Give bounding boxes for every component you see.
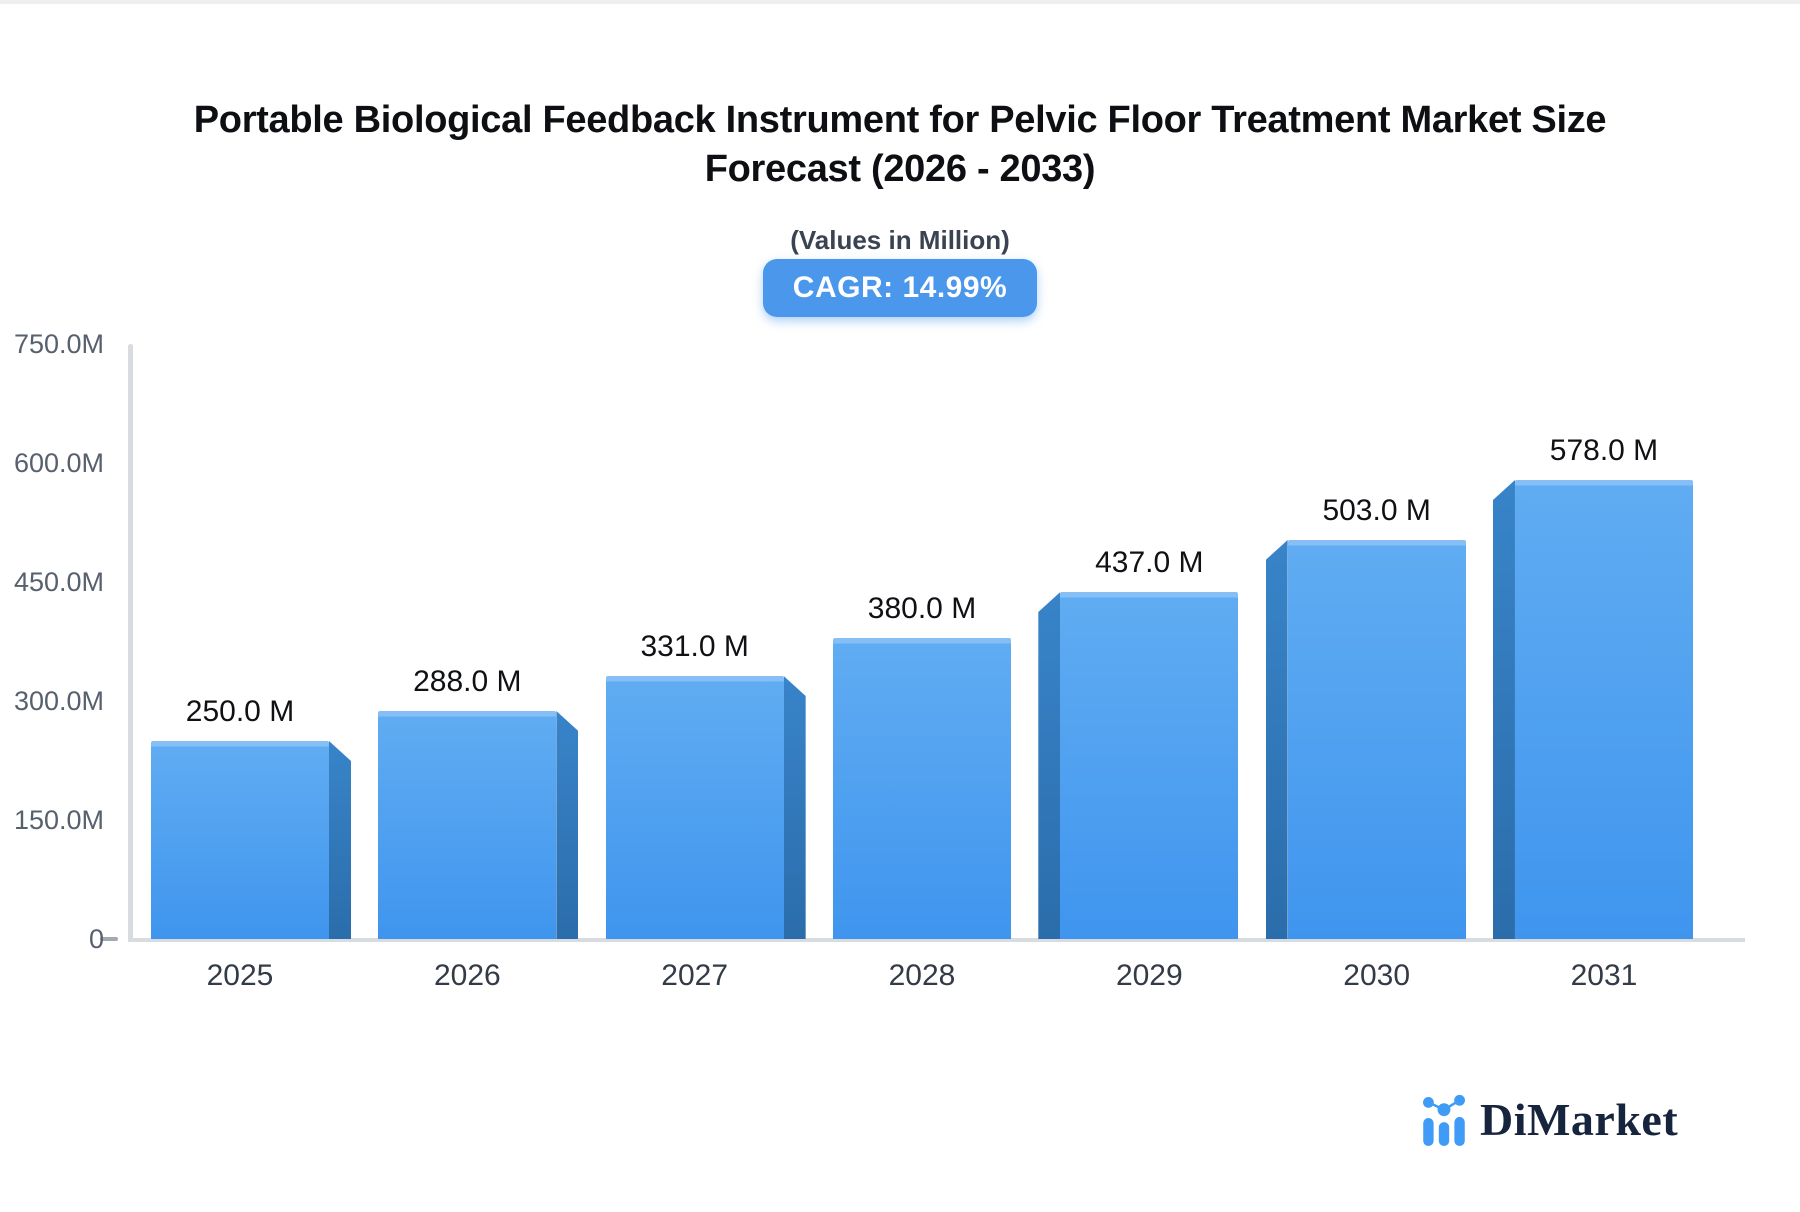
bar-2025 [151, 741, 351, 939]
bar-2027 [605, 676, 806, 939]
bar-face [605, 676, 784, 939]
bar-side-shade [1265, 540, 1288, 939]
bar-value-label-2031: 578.0 M [1549, 434, 1659, 467]
chart-title-line1: Portable Biological Feedback Instrument … [193, 99, 1607, 141]
y-tick-label-150: 150.0M [13, 805, 104, 835]
bar-value-label-2028: 380.0 M [867, 592, 977, 625]
brand-name: DiMarket [1480, 1094, 1679, 1145]
x-tick-label-2026: 2026 [433, 959, 501, 992]
brand-logo: DiMarket [1420, 1092, 1678, 1146]
y-tick-label-0: 0 [88, 924, 104, 954]
y-tick-label-750: 750.0M [13, 329, 104, 359]
x-tick-label-2030: 2030 [1343, 959, 1411, 992]
y-tick-label-450: 450.0M [13, 567, 104, 597]
bar-side-shade [783, 676, 806, 939]
top-border-line [0, 0, 1800, 4]
bar-2026 [378, 711, 579, 939]
mini-bar-chart-logo-icon [1423, 1094, 1465, 1146]
x-tick-label-2031: 2031 [1570, 959, 1638, 992]
cagr-badge-wrap: CAGR: 14.99% [0, 259, 1800, 317]
y-tick-label-300: 300.0M [13, 686, 104, 716]
bar-side-shade [556, 711, 579, 939]
bar-value-label-2025: 250.0 M [185, 695, 295, 728]
bar-2030 [1265, 540, 1466, 939]
bar-side-shade [1492, 480, 1515, 939]
zero-tick-dash [100, 937, 118, 941]
bar-2031 [1492, 480, 1693, 939]
y-tick-label-600: 600.0M [13, 448, 104, 478]
bar-value-label-2029: 437.0 M [1095, 546, 1204, 579]
bar-value-label-2030: 503.0 M [1322, 494, 1431, 527]
bar-2029 [1038, 592, 1239, 939]
bar-2028 [832, 638, 1011, 939]
bar-side-shade [329, 741, 351, 939]
x-axis-baseline [128, 938, 1745, 942]
bar-face [151, 741, 329, 939]
bar-side-shade [1038, 592, 1061, 939]
x-tick-label-2028: 2028 [888, 959, 956, 992]
bar-value-label-2026: 288.0 M [413, 665, 522, 698]
bar-face [832, 638, 1011, 939]
x-tick-label-2025: 2025 [206, 959, 274, 992]
bar-face [378, 711, 557, 939]
bar-value-label-2027: 331.0 M [640, 630, 749, 663]
chart-subtitle: (Values in Million) [790, 225, 1010, 255]
chart-title-line2: Forecast (2026 - 2033) [704, 148, 1096, 190]
bar-face [1060, 592, 1239, 939]
x-tick-label-2027: 2027 [661, 959, 729, 992]
bar-face [1514, 480, 1693, 939]
cagr-badge: CAGR: 14.99% [762, 259, 1038, 317]
x-tick-label-2029: 2029 [1115, 959, 1183, 992]
y-axis-line [128, 344, 133, 942]
bar-face [1287, 540, 1466, 939]
